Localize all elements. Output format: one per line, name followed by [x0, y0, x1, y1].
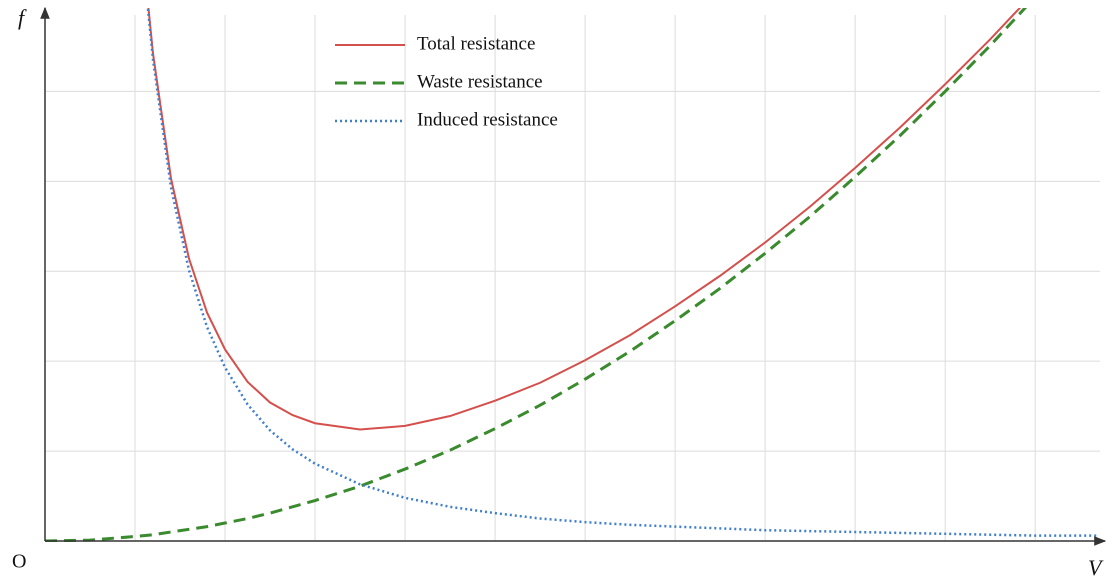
grid: [45, 15, 1100, 541]
origin-label: O: [12, 551, 26, 573]
line-solid: [147, 8, 1022, 431]
legend-label: Waste resistance: [417, 71, 543, 92]
legend-label: Induced resistance: [417, 109, 558, 130]
x-axis-label: V: [1088, 555, 1104, 580]
legend: Total resistance Waste resistance Induced …: [335, 33, 558, 130]
line-dotted: [146, 8, 1099, 537]
line-dashed: [45, 8, 1028, 542]
y-axis-label: f: [18, 5, 27, 30]
plot-area: [45, 8, 1099, 542]
legend-label: Total resistance: [417, 33, 535, 54]
